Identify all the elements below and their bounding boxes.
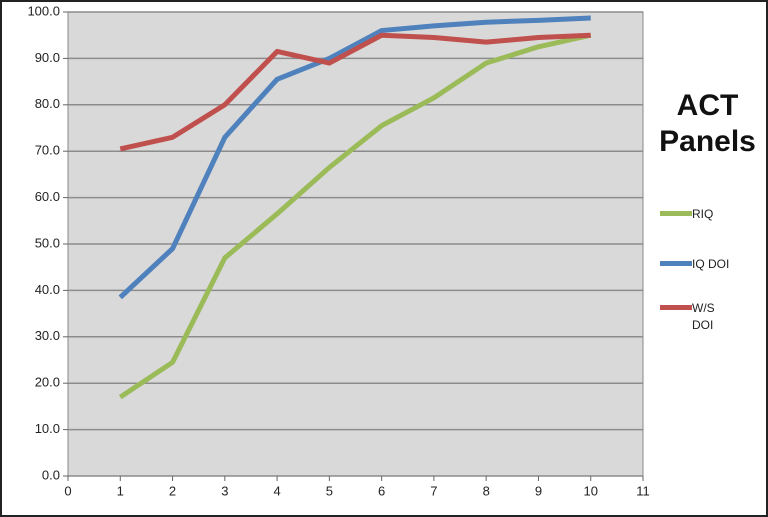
x-tick-label: 8 — [483, 483, 490, 498]
x-tick-label: 0 — [64, 483, 71, 498]
x-tick-label: 9 — [535, 483, 542, 498]
series-line — [118, 32, 592, 400]
x-tick-label: 10 — [583, 483, 597, 498]
chart-title: ACT Panels — [659, 89, 756, 158]
legend-label: IQ DOI — [692, 257, 730, 271]
y-tick-label: 30.0 — [35, 328, 60, 343]
legend-swatch — [660, 261, 692, 266]
y-tick-label: 60.0 — [35, 189, 60, 204]
y-tick-label: 10.0 — [35, 421, 60, 436]
y-tick-label: 100.0 — [27, 3, 60, 18]
x-tick-label: 4 — [273, 483, 280, 498]
y-tick-label: 50.0 — [35, 235, 60, 250]
x-tick-label: 6 — [378, 483, 385, 498]
series-line — [119, 32, 591, 152]
y-tick-label: 90.0 — [35, 50, 60, 65]
series-line — [118, 15, 591, 300]
y-tick-label: 80.0 — [35, 96, 60, 111]
x-tick-label: 11 — [636, 483, 650, 498]
y-tick-label: 40.0 — [35, 282, 60, 297]
x-tick-label: 3 — [221, 483, 228, 498]
legend-item: W/S DOI — [660, 300, 736, 334]
x-tick-label: 2 — [169, 483, 176, 498]
legend-swatch — [660, 211, 692, 216]
legend-item: RIQ — [660, 206, 736, 223]
legend-label: RIQ — [692, 207, 714, 221]
x-tick-label: 7 — [430, 483, 437, 498]
y-tick-label: 0.0 — [42, 467, 60, 482]
y-tick-label: 70.0 — [35, 143, 60, 158]
legend-swatch — [660, 305, 692, 310]
y-tick-label: 20.0 — [35, 375, 60, 390]
legend-item: IQ DOI — [660, 256, 736, 273]
x-tick-label: 1 — [117, 483, 124, 498]
legend-label: W/S DOI — [692, 301, 715, 332]
x-tick-label: 5 — [326, 483, 333, 498]
